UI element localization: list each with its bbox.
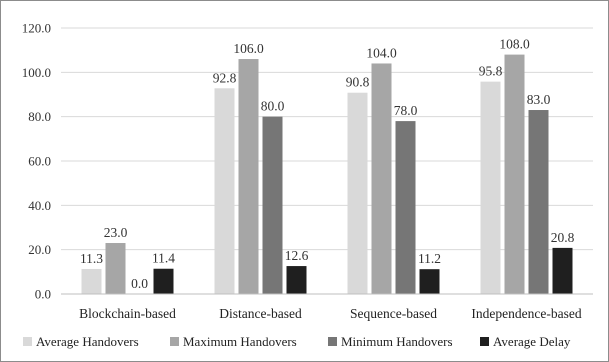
y-tick-label: 40.0	[28, 198, 51, 213]
bar-minimum-handovers-sequence-based	[395, 121, 416, 294]
category-label: Independence-based	[471, 306, 581, 321]
legend-swatch-maximum-handovers	[170, 337, 179, 346]
data-label: 20.8	[551, 230, 575, 245]
bar-maximum-handovers-independence-based	[504, 54, 525, 294]
bars	[81, 54, 573, 295]
y-tick-label: 80.0	[28, 109, 51, 124]
y-tick-label: 0.0	[35, 287, 51, 302]
category-labels: Blockchain-based Distance-based Sequence-b…	[79, 306, 582, 321]
data-label: 78.0	[394, 103, 418, 118]
y-axis-ticks: 0.0 20.0 40.0 60.0 80.0 100.0 120.0	[22, 21, 51, 302]
data-label: 23.0	[104, 225, 128, 240]
y-tick-label: 20.0	[28, 242, 51, 257]
legend: Average Handovers Maximum Handovers Minimu…	[23, 334, 571, 349]
data-label: 92.8	[213, 70, 237, 85]
data-label: 12.6	[285, 248, 309, 263]
bar-maximum-handovers-sequence-based	[371, 63, 392, 294]
bar-average-handovers-blockchain-based	[81, 268, 102, 294]
bar-average-delay-sequence-based	[419, 269, 440, 294]
legend-entry-average-delay: Average Delay	[493, 334, 571, 349]
legend-entry-average-handovers: Average Handovers	[36, 334, 139, 349]
legend-swatch-average-delay	[480, 337, 489, 346]
bar-average-delay-independence-based	[552, 247, 573, 294]
data-label: 90.8	[346, 75, 370, 90]
legend-entry-maximum-handovers: Maximum Handovers	[183, 334, 297, 349]
legend-swatch-average-handovers	[23, 337, 32, 346]
legend-entry-minimum-handovers: Minimum Handovers	[341, 334, 453, 349]
bar-minimum-handovers-independence-based	[528, 110, 549, 295]
bar-maximum-handovers-blockchain-based	[105, 243, 126, 294]
data-label: 11.4	[152, 251, 175, 266]
y-tick-label: 100.0	[22, 65, 51, 80]
bar-average-handovers-distance-based	[214, 88, 235, 294]
data-labels: 11.323.0 0.0 11.4 92.8 106.0 80.0 12.6 90.8 104.…	[80, 37, 575, 291]
bar-average-handovers-independence-based	[480, 81, 501, 294]
bar-average-delay-distance-based	[286, 266, 307, 294]
legend-swatch-minimum-handovers	[328, 337, 337, 346]
bar-maximum-handovers-distance-based	[238, 59, 259, 295]
bar-minimum-handovers-distance-based	[262, 116, 283, 295]
data-label: 11.2	[418, 251, 441, 266]
bar-average-delay-blockchain-based	[153, 268, 174, 294]
data-label: 11.3	[80, 251, 103, 266]
category-label: Distance-based	[219, 306, 302, 321]
category-label: Blockchain-based	[79, 306, 176, 321]
data-label: 83.0	[527, 92, 551, 107]
bar-average-handovers-sequence-based	[347, 92, 368, 294]
data-label: 0.0	[131, 276, 148, 291]
data-label: 108.0	[499, 37, 530, 52]
data-label: 95.8	[479, 64, 503, 79]
data-label: 104.0	[366, 45, 397, 60]
category-label: Sequence-based	[350, 306, 437, 321]
y-tick-label: 120.0	[22, 21, 51, 36]
gridlines	[61, 27, 593, 251]
y-tick-label: 60.0	[28, 154, 51, 169]
data-label: 106.0	[233, 41, 264, 56]
data-label: 80.0	[261, 99, 285, 114]
